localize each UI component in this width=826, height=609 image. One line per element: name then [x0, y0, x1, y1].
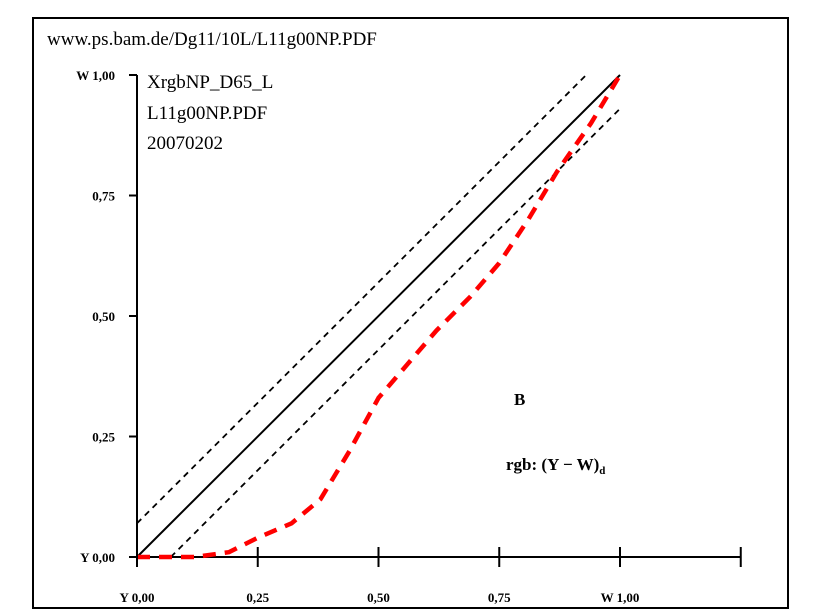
legend-line-3: 20070202 — [147, 133, 223, 154]
x-tick-label: 0,75 — [488, 590, 511, 605]
y-ticks: Y 0,00 0,25 0,50 0,75 W 1,00 — [76, 68, 137, 565]
x-tick-label: Y 0,00 — [120, 590, 155, 605]
x-tick-label: 0,50 — [367, 590, 390, 605]
annotation-formula: rgb: (Y − W)d — [506, 455, 605, 477]
y-tick-label: 0,75 — [92, 189, 115, 204]
series-group — [136, 73, 622, 560]
series-red-dashed-curve — [137, 73, 622, 560]
header-url: www.ps.bam.de/Dg11/10L/L11g00NP.PDF — [47, 29, 377, 50]
y-tick-label: W 1,00 — [76, 68, 115, 83]
y-tick-label: 0,50 — [92, 309, 115, 324]
series-dashed-line — [136, 74, 587, 524]
annotation-formula-main: rgb: (Y − W) — [506, 455, 599, 474]
y-tick-label: 0,25 — [92, 430, 115, 445]
chart-frame — [32, 17, 789, 609]
x-ticks: Y 0,00 0,25 0,50 0,75 W 1,00 — [120, 547, 742, 605]
series-solid-line — [136, 74, 621, 558]
axes — [136, 75, 741, 558]
legend-line-1: XrgbNP_D65_L — [147, 72, 273, 93]
annotation-letter: B — [514, 390, 525, 409]
annotation-formula-sub: d — [599, 465, 605, 477]
series-dashed-line — [170, 108, 621, 558]
y-tick-label: Y 0,00 — [80, 550, 115, 565]
legend-line-2: L11g00NP.PDF — [147, 103, 267, 124]
x-tick-label: W 1,00 — [601, 590, 640, 605]
x-tick-label: 0,25 — [246, 590, 269, 605]
